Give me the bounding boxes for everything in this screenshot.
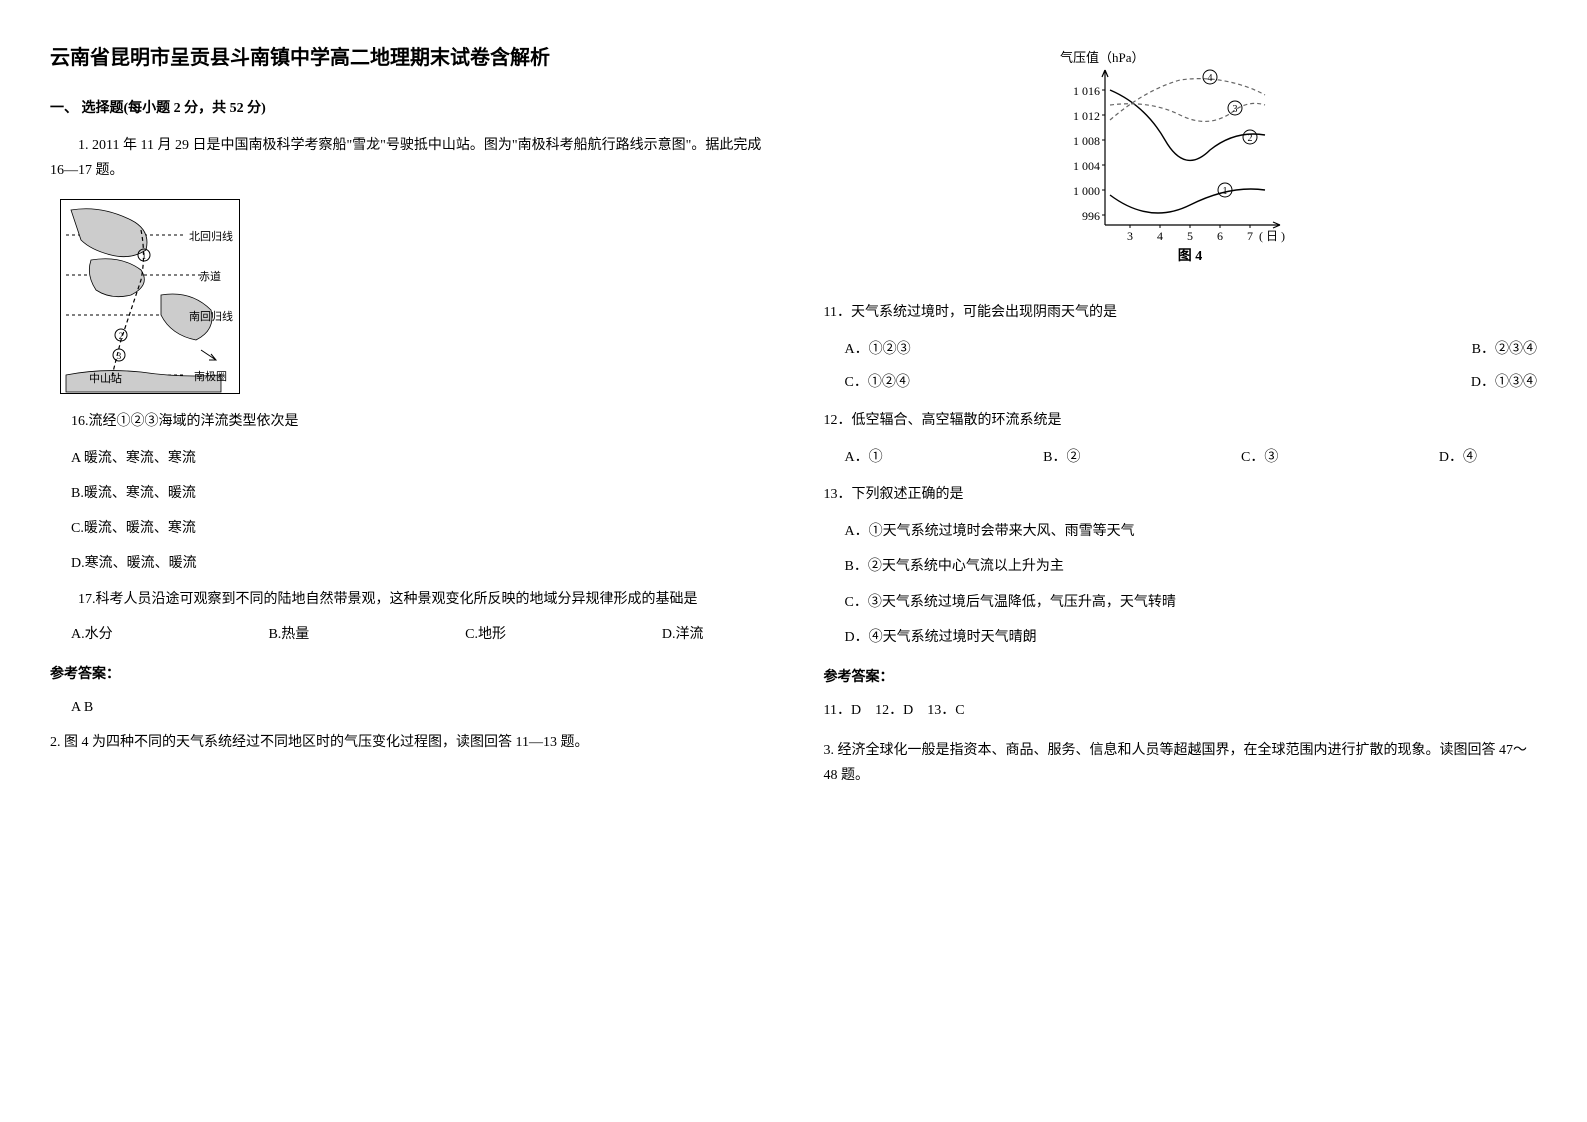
q13-options: A．①天气系统过境时会带来大风、雨雪等天气 B．②天气系统中心气流以上升为主 C… [845, 519, 1538, 650]
q16-opt-d: D.寒流、暖流、暖流 [71, 551, 764, 576]
svg-text:4: 4 [1208, 73, 1213, 84]
q12-opt-a: A．① [845, 445, 883, 470]
svg-text:1 012: 1 012 [1073, 109, 1100, 123]
q12-text: 12．低空辐合、高空辐散的环流系统是 [824, 408, 1538, 433]
q12-opt-d: D．④ [1439, 445, 1477, 470]
q16-opt-a: A 暖流、寒流、寒流 [71, 446, 764, 471]
q16-options: A 暖流、寒流、寒流 B.暖流、寒流、暖流 C.暖流、暖流、寒流 D.寒流、暖流… [71, 446, 764, 577]
q11-opt-d: D．①③④ [1471, 370, 1537, 395]
map-figure: 1 2 3 北回归线 赤道 南回归线 南极圈 中山站 [60, 199, 240, 394]
q17-opt-d: D.洋流 [662, 622, 704, 647]
q11-text: 11．天气系统过境时，可能会出现阴雨天气的是 [824, 300, 1538, 325]
svg-text:( 日 ): ( 日 ) [1259, 229, 1285, 243]
q12-opt-b: B．② [1043, 445, 1080, 470]
q17-opt-c: C.地形 [465, 622, 506, 647]
svg-text:3: 3 [1233, 104, 1238, 115]
section-header: 一、 选择题(每小题 2 分，共 52 分) [50, 96, 764, 121]
q2-answer-label: 参考答案： [824, 665, 1538, 690]
q11-row1: A．①②③ B．②③④ [845, 337, 1538, 362]
svg-text:2: 2 [119, 331, 124, 341]
q12-options: A．① B．② C．③ D．④ [845, 445, 1538, 470]
map-zhongshan: 中山站 [89, 370, 122, 390]
q13-opt-a: A．①天气系统过境时会带来大风、雨雪等天气 [845, 519, 1538, 544]
q3-intro: 3. 经济全球化一般是指资本、商品、服务、信息和人员等超越国界，在全球范围内进行… [824, 738, 1538, 788]
svg-text:7: 7 [1247, 229, 1253, 243]
page-title: 云南省昆明市呈贡县斗南镇中学高二地理期末试卷含解析 [50, 40, 764, 76]
q16-opt-c: C.暖流、暖流、寒流 [71, 516, 764, 541]
q17-opt-b: B.热量 [268, 622, 309, 647]
map-tropic-north: 北回归线 [189, 228, 233, 248]
svg-text:2: 2 [1248, 133, 1253, 144]
svg-text:3: 3 [1127, 229, 1133, 243]
svg-text:3: 3 [117, 351, 122, 361]
svg-text:5: 5 [1187, 229, 1193, 243]
map-tropic-south: 南回归线 [189, 308, 233, 328]
svg-text:1 004: 1 004 [1073, 159, 1100, 173]
svg-text:1: 1 [142, 251, 147, 261]
map-antarctic: 南极圈 [194, 368, 227, 388]
q17-text: 17.科考人员沿途可观察到不同的陆地自然带景观，这种景观变化所反映的地域分异规律… [50, 587, 764, 612]
q13-opt-c: C．③天气系统过境后气温降低，气压升高，天气转晴 [845, 590, 1538, 615]
q12-opt-c: C．③ [1241, 445, 1278, 470]
q2-intro: 2. 图 4 为四种不同的天气系统经过不同地区时的气压变化过程图，读图回答 11… [50, 730, 764, 755]
svg-text:1 016: 1 016 [1073, 84, 1100, 98]
q16-text: 16.流经①②③海域的洋流类型依次是 [50, 409, 764, 434]
q11-opt-c: C．①②④ [845, 370, 910, 395]
svg-text:1: 1 [1223, 186, 1228, 197]
q11-opt-b: B．②③④ [1472, 337, 1537, 362]
q13-opt-b: B．②天气系统中心气流以上升为主 [845, 554, 1538, 579]
q11-row2: C．①②④ D．①③④ [845, 370, 1538, 395]
chart-figure: 气压值（hPa） 996 1 000 1 004 1 008 1 012 1 0… [1040, 40, 1320, 280]
q11-opt-a: A．①②③ [845, 337, 911, 362]
q1-intro: 1. 2011 年 11 月 29 日是中国南极科学考察船"雪龙"号驶抵中山站。… [50, 133, 764, 183]
chart-caption: 图 4 [1178, 248, 1203, 264]
svg-text:1 000: 1 000 [1073, 184, 1100, 198]
right-column: 气压值（hPa） 996 1 000 1 004 1 008 1 012 1 0… [824, 40, 1538, 794]
pressure-chart-svg: 气压值（hPa） 996 1 000 1 004 1 008 1 012 1 0… [1050, 50, 1310, 270]
svg-text:4: 4 [1157, 229, 1163, 243]
q17-opt-a: A.水分 [71, 622, 113, 647]
left-column: 云南省昆明市呈贡县斗南镇中学高二地理期末试卷含解析 一、 选择题(每小题 2 分… [50, 40, 764, 794]
q17-options: A.水分 B.热量 C.地形 D.洋流 [71, 622, 764, 647]
q2-answer: 11．D 12．D 13．C [824, 698, 1538, 723]
q1-answer-label: 参考答案： [50, 662, 764, 687]
svg-text:6: 6 [1217, 229, 1223, 243]
map-equator: 赤道 [199, 268, 221, 288]
svg-text:1 008: 1 008 [1073, 134, 1100, 148]
q13-opt-d: D．④天气系统过境时天气晴朗 [845, 625, 1538, 650]
q13-text: 13．下列叙述正确的是 [824, 482, 1538, 507]
chart-ylabel: 气压值（hPa） [1060, 50, 1145, 65]
q1-answer: A B [50, 695, 764, 720]
svg-text:996: 996 [1082, 209, 1100, 223]
q16-opt-b: B.暖流、寒流、暖流 [71, 481, 764, 506]
